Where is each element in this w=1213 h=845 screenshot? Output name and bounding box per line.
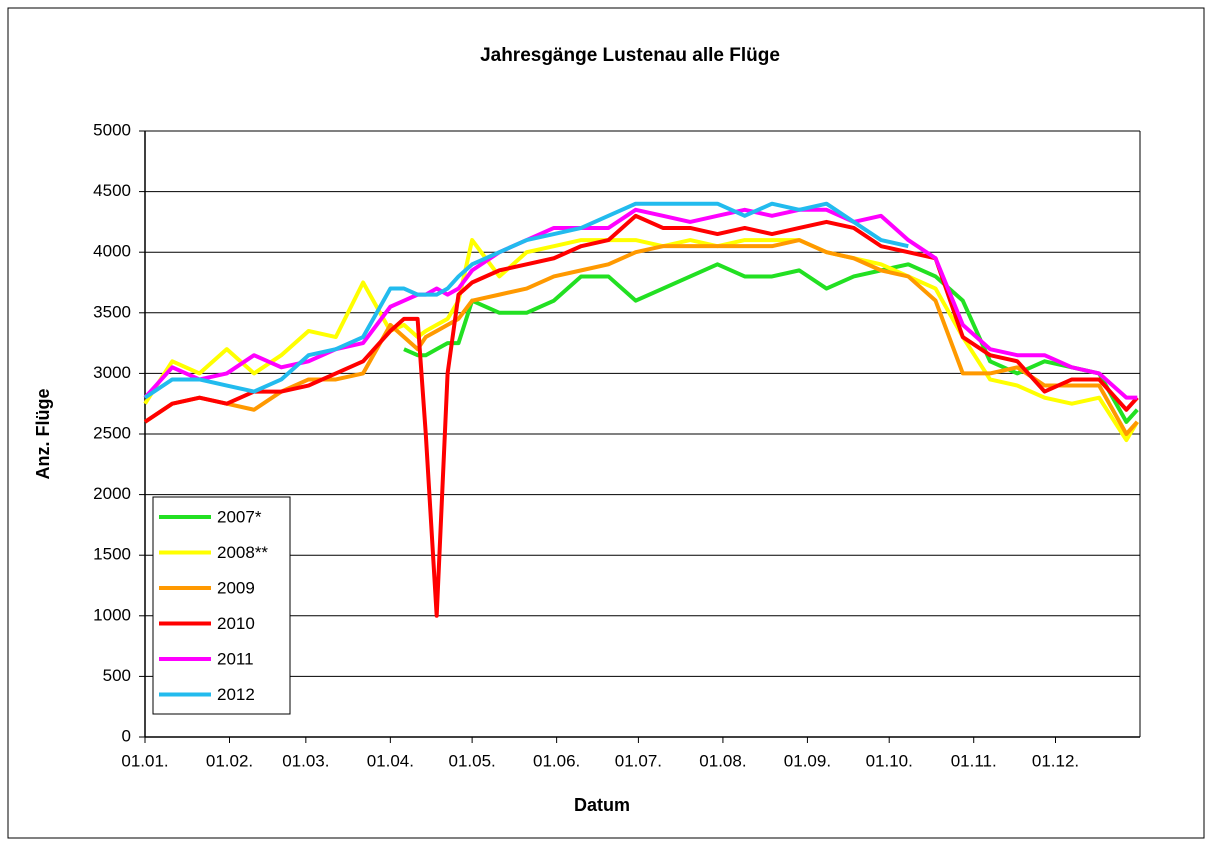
y-tick-label: 2500 [93,423,131,442]
y-tick-label: 5000 [93,120,131,139]
y-tick-label: 1500 [93,545,131,564]
x-tick-label: 01.08. [699,751,746,770]
legend-box [152,496,291,715]
series-line [403,262,1139,424]
legend-label: 2010 [217,614,255,633]
x-tick-label: 01.05. [448,751,495,770]
x-tick-label: 01.10. [866,751,913,770]
x-tick-label: 01.01. [121,751,168,770]
y-tick-label: 2000 [93,484,131,503]
x-tick-label: 01.12. [1032,751,1079,770]
x-tick-label: 01.04. [367,751,414,770]
y-tick-label: 3500 [93,302,131,321]
x-tick-label: 01.03. [282,751,329,770]
legend-label: 2008** [217,543,268,562]
y-axis-label: Anz. Flüge [33,389,53,480]
x-tick-label: 01.06. [533,751,580,770]
y-tick-label: 4000 [93,242,131,261]
legend-label: 2009 [217,578,255,597]
series-line [143,238,1139,443]
y-tick-label: 4500 [93,181,131,200]
x-tick-label: 01.07. [615,751,662,770]
legend-label: 2011 [217,649,254,668]
x-axis-label: Datum [574,795,630,815]
x-tick-label: 01.09. [784,751,831,770]
y-tick-label: 3000 [93,363,131,382]
legend-label: 2012 [217,685,255,704]
x-tick-label: 01.02. [206,751,253,770]
series-line [143,238,1139,436]
chart-title: Jahresgänge Lustenau alle Flüge [480,45,780,66]
y-tick-label: 500 [103,666,131,685]
series-line [143,201,909,400]
series-line [143,213,1139,618]
y-tick-label: 1000 [93,605,131,624]
legend-label: 2007* [217,507,262,526]
y-tick-label: 0 [122,726,131,745]
x-tick-label: 01.11. [951,751,997,770]
